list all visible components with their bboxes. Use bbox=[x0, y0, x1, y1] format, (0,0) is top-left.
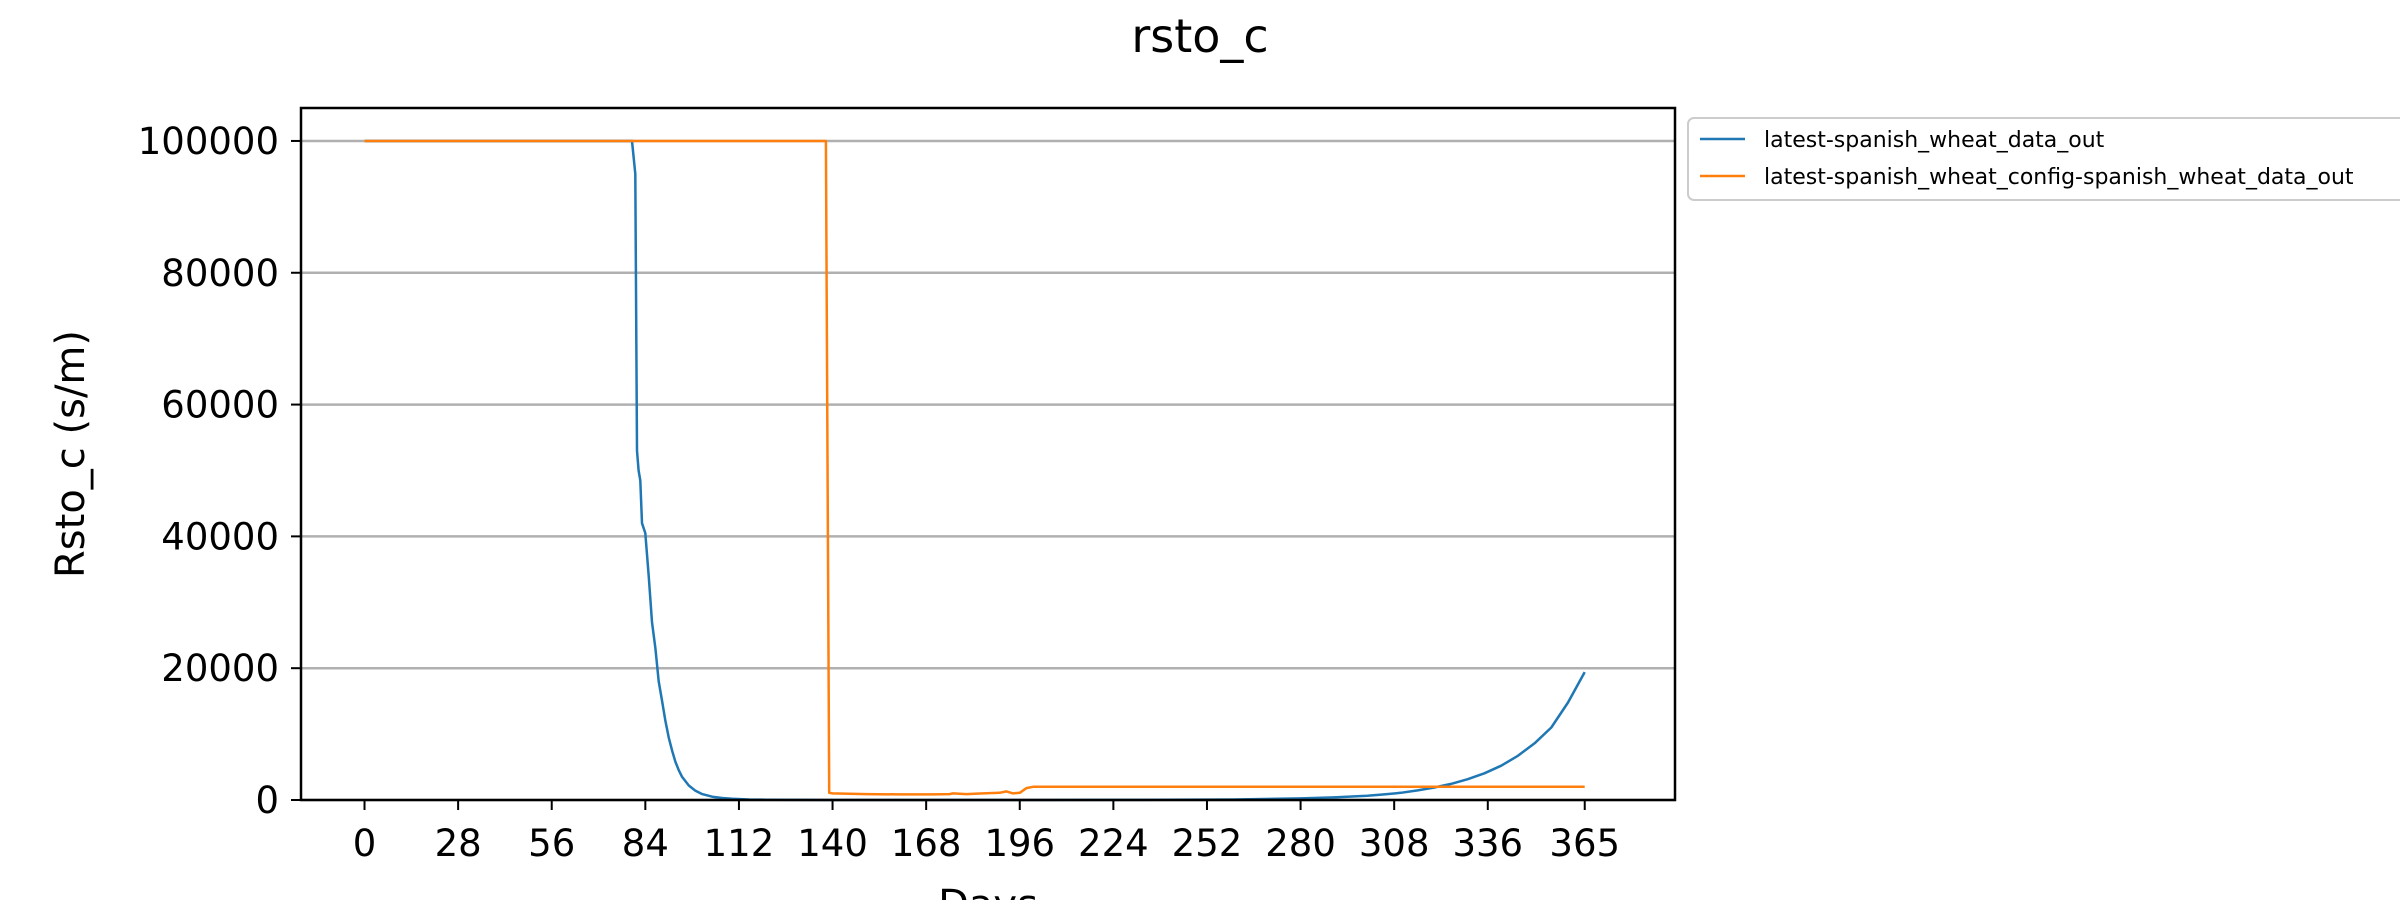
x-tick-label-1: 28 bbox=[435, 822, 482, 865]
x-tick-label-9: 252 bbox=[1172, 822, 1243, 865]
x-tick-label-5: 140 bbox=[797, 822, 868, 865]
x-tick-label-10: 280 bbox=[1265, 822, 1336, 865]
x-tick-label-13: 365 bbox=[1549, 822, 1620, 865]
legend-label-1: latest-spanish_wheat_data_out bbox=[1764, 128, 2105, 153]
x-tick-label-6: 168 bbox=[891, 822, 962, 865]
y-tick-label-4: 80000 bbox=[161, 252, 279, 295]
x-tick-label-0: 0 bbox=[353, 822, 377, 865]
grid bbox=[301, 139, 1675, 802]
plot-frame bbox=[299, 106, 1677, 802]
x-tick-label-2: 56 bbox=[528, 822, 575, 865]
y-tick-label-5: 100000 bbox=[138, 120, 279, 163]
legend-frame bbox=[1687, 117, 2400, 201]
legend: latest-spanish_wheat_data_out latest-spa… bbox=[1687, 117, 2400, 201]
y-tick-label-3: 60000 bbox=[161, 384, 279, 427]
x-tick-label-7: 196 bbox=[984, 822, 1055, 865]
y-axis-label: Rsto_c (s/m) bbox=[48, 330, 94, 578]
x-axis-label: Days bbox=[938, 882, 1038, 900]
x-tick-label-11: 308 bbox=[1359, 822, 1430, 865]
series-line-1 bbox=[364, 139, 1586, 802]
y-tick-label-1: 20000 bbox=[161, 647, 279, 690]
series-layer bbox=[364, 139, 1586, 802]
y-tick-label-2: 40000 bbox=[161, 515, 279, 558]
x-tick-label-4: 112 bbox=[704, 822, 775, 865]
y-axis: 0 20000 40000 60000 80000 100000 bbox=[138, 120, 301, 822]
series-line-2 bbox=[364, 139, 1585, 796]
x-tick-label-3: 84 bbox=[622, 822, 669, 865]
x-axis: 0 28 56 84 112 140 168 196 224 252 280 308 336 365 bbox=[353, 800, 1620, 865]
x-tick-label-8: 224 bbox=[1078, 822, 1149, 865]
chart-title: rsto_c bbox=[1131, 9, 1268, 63]
legend-label-2: latest-spanish_wheat_config-spanish_whea… bbox=[1764, 165, 2354, 190]
y-tick-label-0: 0 bbox=[255, 779, 279, 822]
x-tick-label-12: 336 bbox=[1452, 822, 1523, 865]
